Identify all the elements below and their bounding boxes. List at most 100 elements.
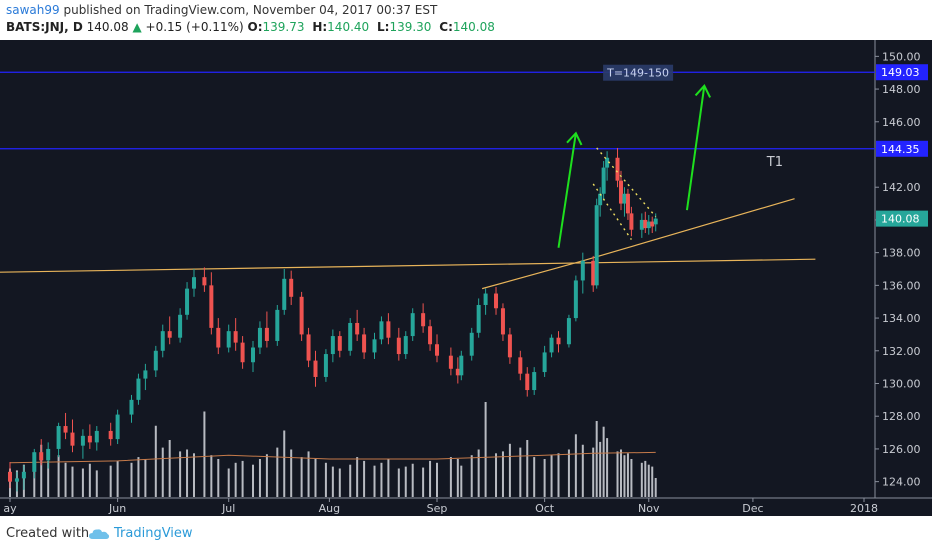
volume-bar: [387, 459, 390, 497]
volume-bar: [623, 455, 626, 497]
y-tick-label: 146.00: [882, 116, 921, 129]
volume-bar: [373, 465, 376, 497]
candle-body: [21, 471, 26, 479]
candle-body: [396, 337, 401, 355]
candle-body: [167, 331, 172, 338]
candle-body: [605, 157, 610, 168]
candle-body: [615, 157, 620, 181]
volume-bar: [137, 457, 140, 497]
candlestick-chart[interactable]: 124.00 126.00 128.00 130.00 132.00 134.00 136.…: [0, 40, 932, 516]
candle-body: [337, 336, 342, 351]
volume-bar: [422, 467, 425, 497]
candle-body: [264, 327, 269, 341]
candle-body: [455, 368, 460, 376]
symbol-info: BATS:JNJ, D 140.08 ▲ +0.15 (+0.11%) O:13…: [6, 20, 499, 34]
x-tick-label: Oct: [535, 502, 555, 515]
candle-body: [330, 336, 335, 355]
candle-body: [191, 277, 196, 289]
trendline: [481, 260, 583, 290]
volume-bar: [592, 447, 595, 497]
volume-bar: [356, 457, 359, 497]
x-tick-label: Dec: [742, 502, 763, 515]
volume-bar: [349, 464, 352, 497]
candle-body: [202, 277, 207, 286]
volume-bar: [338, 468, 341, 497]
volume-bar: [161, 447, 164, 497]
candle-body: [63, 426, 68, 433]
volume-bar: [557, 453, 560, 497]
volume-bar: [300, 457, 303, 497]
symbol-name[interactable]: BATS:JNJ, D: [6, 20, 83, 34]
candle-body: [32, 452, 37, 472]
candle-body: [136, 378, 141, 400]
candle-body: [459, 355, 464, 376]
x-tick-label: Aug: [319, 502, 340, 515]
y-tick-label: 142.00: [882, 181, 921, 194]
volume-bar: [241, 460, 244, 497]
tradingview-logo[interactable]: TradingView: [88, 526, 193, 541]
chart-background: [0, 40, 932, 516]
volume-moving-average: [9, 451, 656, 464]
volume-bar: [543, 459, 546, 497]
volume-bar: [550, 455, 553, 497]
volume-bar: [252, 464, 255, 497]
candle-body: [629, 213, 634, 230]
candle-body: [494, 293, 499, 309]
up-triangle-icon: ▲: [132, 20, 142, 34]
candle-body: [507, 334, 512, 358]
volume-bar: [144, 459, 147, 497]
candle-body: [289, 278, 294, 297]
volume-bar: [501, 451, 504, 497]
volume-bar: [116, 460, 119, 497]
volume-bar: [331, 466, 334, 497]
candle-body: [56, 426, 61, 449]
candle-body: [87, 435, 92, 443]
volume-bar: [626, 453, 629, 497]
author-link[interactable]: sawah99: [6, 3, 60, 17]
y-tick-label: 130.00: [882, 378, 921, 391]
candle-body: [591, 260, 596, 286]
volume-bar: [508, 443, 511, 497]
last-price: 140.08: [86, 20, 129, 34]
candle-body: [622, 193, 627, 204]
candle-body: [226, 331, 231, 348]
volume-bar: [630, 459, 633, 497]
y-tick-label: 150.00: [882, 50, 921, 63]
x-tick-label: Sep: [427, 502, 448, 515]
volume-bar: [154, 425, 157, 497]
volume-bar: [574, 434, 577, 497]
candle-body: [653, 218, 658, 225]
chart-area[interactable]: 124.00 126.00 128.00 130.00 132.00 134.00 136.…: [0, 40, 932, 516]
y-tick-label: 126.00: [882, 443, 921, 456]
chart-header: sawah99 published on TradingView.com, No…: [0, 0, 932, 40]
volume-bar: [324, 462, 327, 497]
volume-bar: [64, 462, 67, 497]
volume-bar: [460, 465, 463, 497]
target-arrow-head: [694, 84, 711, 98]
volume-bar: [179, 451, 182, 497]
y-tick-label: 138.00: [882, 247, 921, 260]
volume-bar: [411, 463, 414, 497]
volume-bar: [258, 459, 261, 497]
tradingview-brand[interactable]: TradingView: [114, 526, 193, 541]
volume-bar: [654, 478, 657, 497]
volume-bar: [595, 421, 598, 497]
x-tick-label: 2018: [850, 502, 878, 515]
y-tick-label: 136.00: [882, 279, 921, 292]
volume-bar: [363, 460, 366, 497]
candle-body: [306, 334, 311, 361]
volume-bar: [227, 468, 230, 497]
volume-bar: [168, 440, 171, 497]
candle-body: [598, 193, 603, 206]
candle-body: [421, 313, 426, 327]
volume-bar: [283, 430, 286, 497]
volume-bar: [192, 453, 195, 497]
volume-bar: [470, 455, 473, 497]
x-tick-label: ay: [3, 502, 17, 515]
candle-body: [275, 309, 280, 341]
trendline: [582, 198, 795, 262]
candle-body: [129, 399, 134, 415]
candle-body: [556, 337, 561, 345]
volume-bar: [234, 462, 237, 497]
y-tick-label: 124.00: [882, 476, 921, 489]
